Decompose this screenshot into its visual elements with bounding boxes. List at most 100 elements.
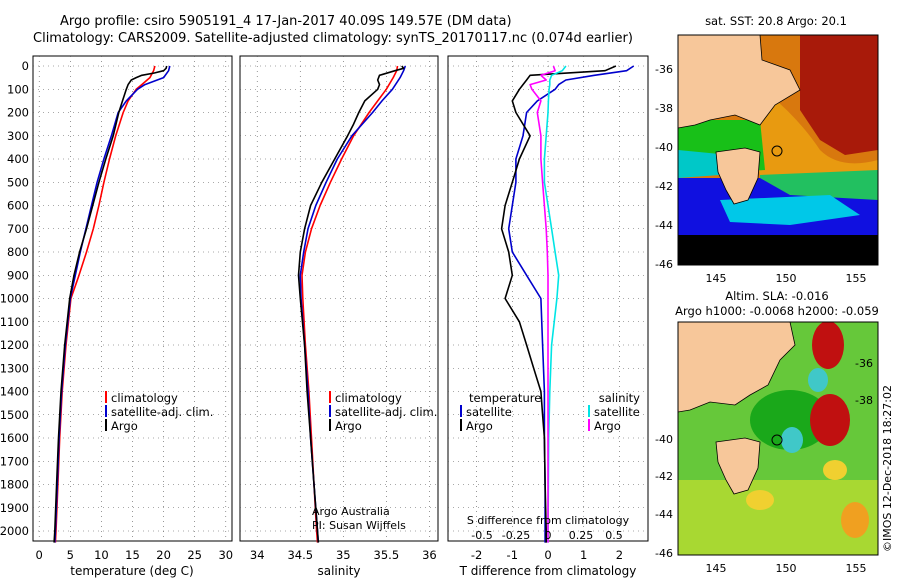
legend-label-satellite: satellite-adj. clim. [335, 405, 437, 419]
depth-tick-label: 1900 [0, 501, 29, 515]
depth-tick-label: 1400 [0, 385, 29, 399]
annotation-pi: PI: Susan Wijffels [312, 519, 406, 532]
temperature-panel-frame [32, 55, 233, 542]
sla-dark-green-patch [750, 390, 830, 450]
salinity-legend: climatology satellite-adj. clim. Argo [329, 391, 437, 433]
depth-tick-label: 0 [22, 59, 29, 73]
series-line-salinity-climatology [301, 65, 399, 543]
legend-label-argo: Argo [335, 419, 362, 433]
sla-orange-south [841, 502, 869, 538]
annotation-argo-australia: Argo Australia [312, 505, 390, 518]
lat-tick: -44 [655, 219, 673, 232]
sla-low-near-float [781, 427, 803, 453]
lat-tick: -38 [655, 102, 673, 115]
tasmania [715, 437, 761, 495]
x-tick-label: 20 [156, 548, 171, 562]
map1-lat-ticks: -36 -38 -40 -42 -44 -46 [655, 63, 673, 271]
s-difference-label: S difference from climatology [467, 514, 630, 527]
x-tick-label: 34.5 [287, 548, 313, 562]
x-tick-label: 25 [187, 548, 202, 562]
x-tick-label: -2 [471, 548, 482, 562]
sla-high-north [812, 322, 844, 369]
series-line-difference-argo [529, 65, 556, 543]
legend-label-argo: Argo [111, 419, 138, 433]
series-line-difference-argo [500, 65, 617, 543]
depth-tick-label: 1500 [0, 408, 29, 422]
temperature-x-label: temperature (deg C) [70, 564, 193, 578]
salinity-panel-frame [239, 55, 439, 542]
sst-cyan-eddy [720, 195, 860, 225]
series-line-salinity-argo [297, 65, 405, 543]
depth-tick-label: 900 [7, 268, 29, 282]
map2-frame [677, 321, 879, 556]
map1-title: sat. SST: 20.8 Argo: 20.1 [705, 14, 847, 28]
s-tick: 0.5 [605, 529, 623, 542]
x-tick-label: -1 [507, 548, 518, 562]
depth-tick-label: 700 [7, 222, 29, 236]
s-tick: 0.25 [569, 529, 594, 542]
sla-map [678, 322, 878, 555]
lon-tick: 145 [706, 562, 727, 575]
lon-tick: 150 [776, 272, 797, 285]
legend-label-t-argo: Argo [466, 419, 493, 433]
map1-frame [677, 34, 879, 266]
s-tick: -0.25 [502, 529, 530, 542]
lon-tick: 150 [776, 562, 797, 575]
sst-warm-core [800, 35, 878, 155]
depth-tick-label: 1800 [0, 478, 29, 492]
tasmania [715, 147, 761, 205]
sst-map [678, 35, 878, 265]
legend-label-s-satellite: satellite [594, 405, 640, 419]
profile-lines [53, 65, 635, 543]
lon-tick: 155 [846, 272, 867, 285]
depth-tick-label: 800 [7, 245, 29, 259]
legend-label-climatology: climatology [335, 391, 402, 405]
credit-stamp: ©IMOS 12-Dec-2018 18:27:02 [881, 385, 894, 552]
lat-tick: -36 [855, 357, 873, 370]
x-tick-label: 5 [67, 548, 74, 562]
sst-warm-edge [755, 95, 878, 180]
series-line-difference-satellite [543, 65, 567, 543]
grid-layer [33, 56, 648, 541]
x-tick-label: 0 [544, 548, 551, 562]
series-line-difference-satellite [507, 65, 635, 543]
title-line-1: Argo profile: csiro 5905191_4 17-Jan-201… [60, 14, 512, 29]
map2-title-line-1: Altim. SLA: -0.016 [725, 289, 829, 303]
x-tick-label: 30 [218, 548, 233, 562]
x-tick-label: 35 [336, 548, 351, 562]
sla-high-centre [810, 394, 850, 446]
depth-tick-label: 400 [7, 152, 29, 166]
temperature-legend: climatology satellite-adj. clim. Argo [105, 391, 213, 433]
depth-tick-label: 1000 [0, 292, 29, 306]
x-tick-labels: 0 5 10 15 20 25 30 34 34.5 35 35.5 36 -2 -1 0 1 2 [36, 548, 624, 562]
lat-tick: -44 [655, 508, 673, 521]
depth-tick-label: 600 [7, 199, 29, 213]
depth-tick-label: 1300 [0, 361, 29, 375]
x-tick-label: 1 [580, 548, 587, 562]
legend-title-temperature: temperature [469, 391, 541, 405]
lat-tick: -42 [655, 180, 673, 193]
legend-title-salinity: salinity [599, 391, 640, 405]
legend-label-climatology: climatology [111, 391, 178, 405]
lat-tick: -36 [655, 63, 673, 76]
sla-yellow-patch [746, 490, 774, 510]
depth-tick-label: 300 [7, 129, 29, 143]
lat-tick: -38 [855, 394, 873, 407]
legend-label-t-satellite: satellite [466, 405, 512, 419]
depth-tick-label: 1200 [0, 338, 29, 352]
lat-tick: -46 [655, 258, 673, 271]
map2-lat-ticks: -36 -38 -40 -42 -44 -46 [655, 357, 873, 560]
depth-tick-label: 2000 [0, 524, 29, 538]
lon-tick: 145 [706, 272, 727, 285]
lat-tick: -40 [655, 433, 673, 446]
s-tick: 0 [545, 529, 552, 542]
s-tick: -0.5 [471, 529, 492, 542]
x-tick-label: 36 [422, 548, 437, 562]
salinity-x-label: salinity [317, 564, 360, 578]
depth-tick-label: 1600 [0, 431, 29, 445]
x-tick-label: 35.5 [374, 548, 400, 562]
difference-x-label: T difference from climatology [459, 564, 637, 578]
map1-lon-ticks: 145 150 155 [706, 272, 867, 285]
mainland-australia [678, 322, 796, 413]
